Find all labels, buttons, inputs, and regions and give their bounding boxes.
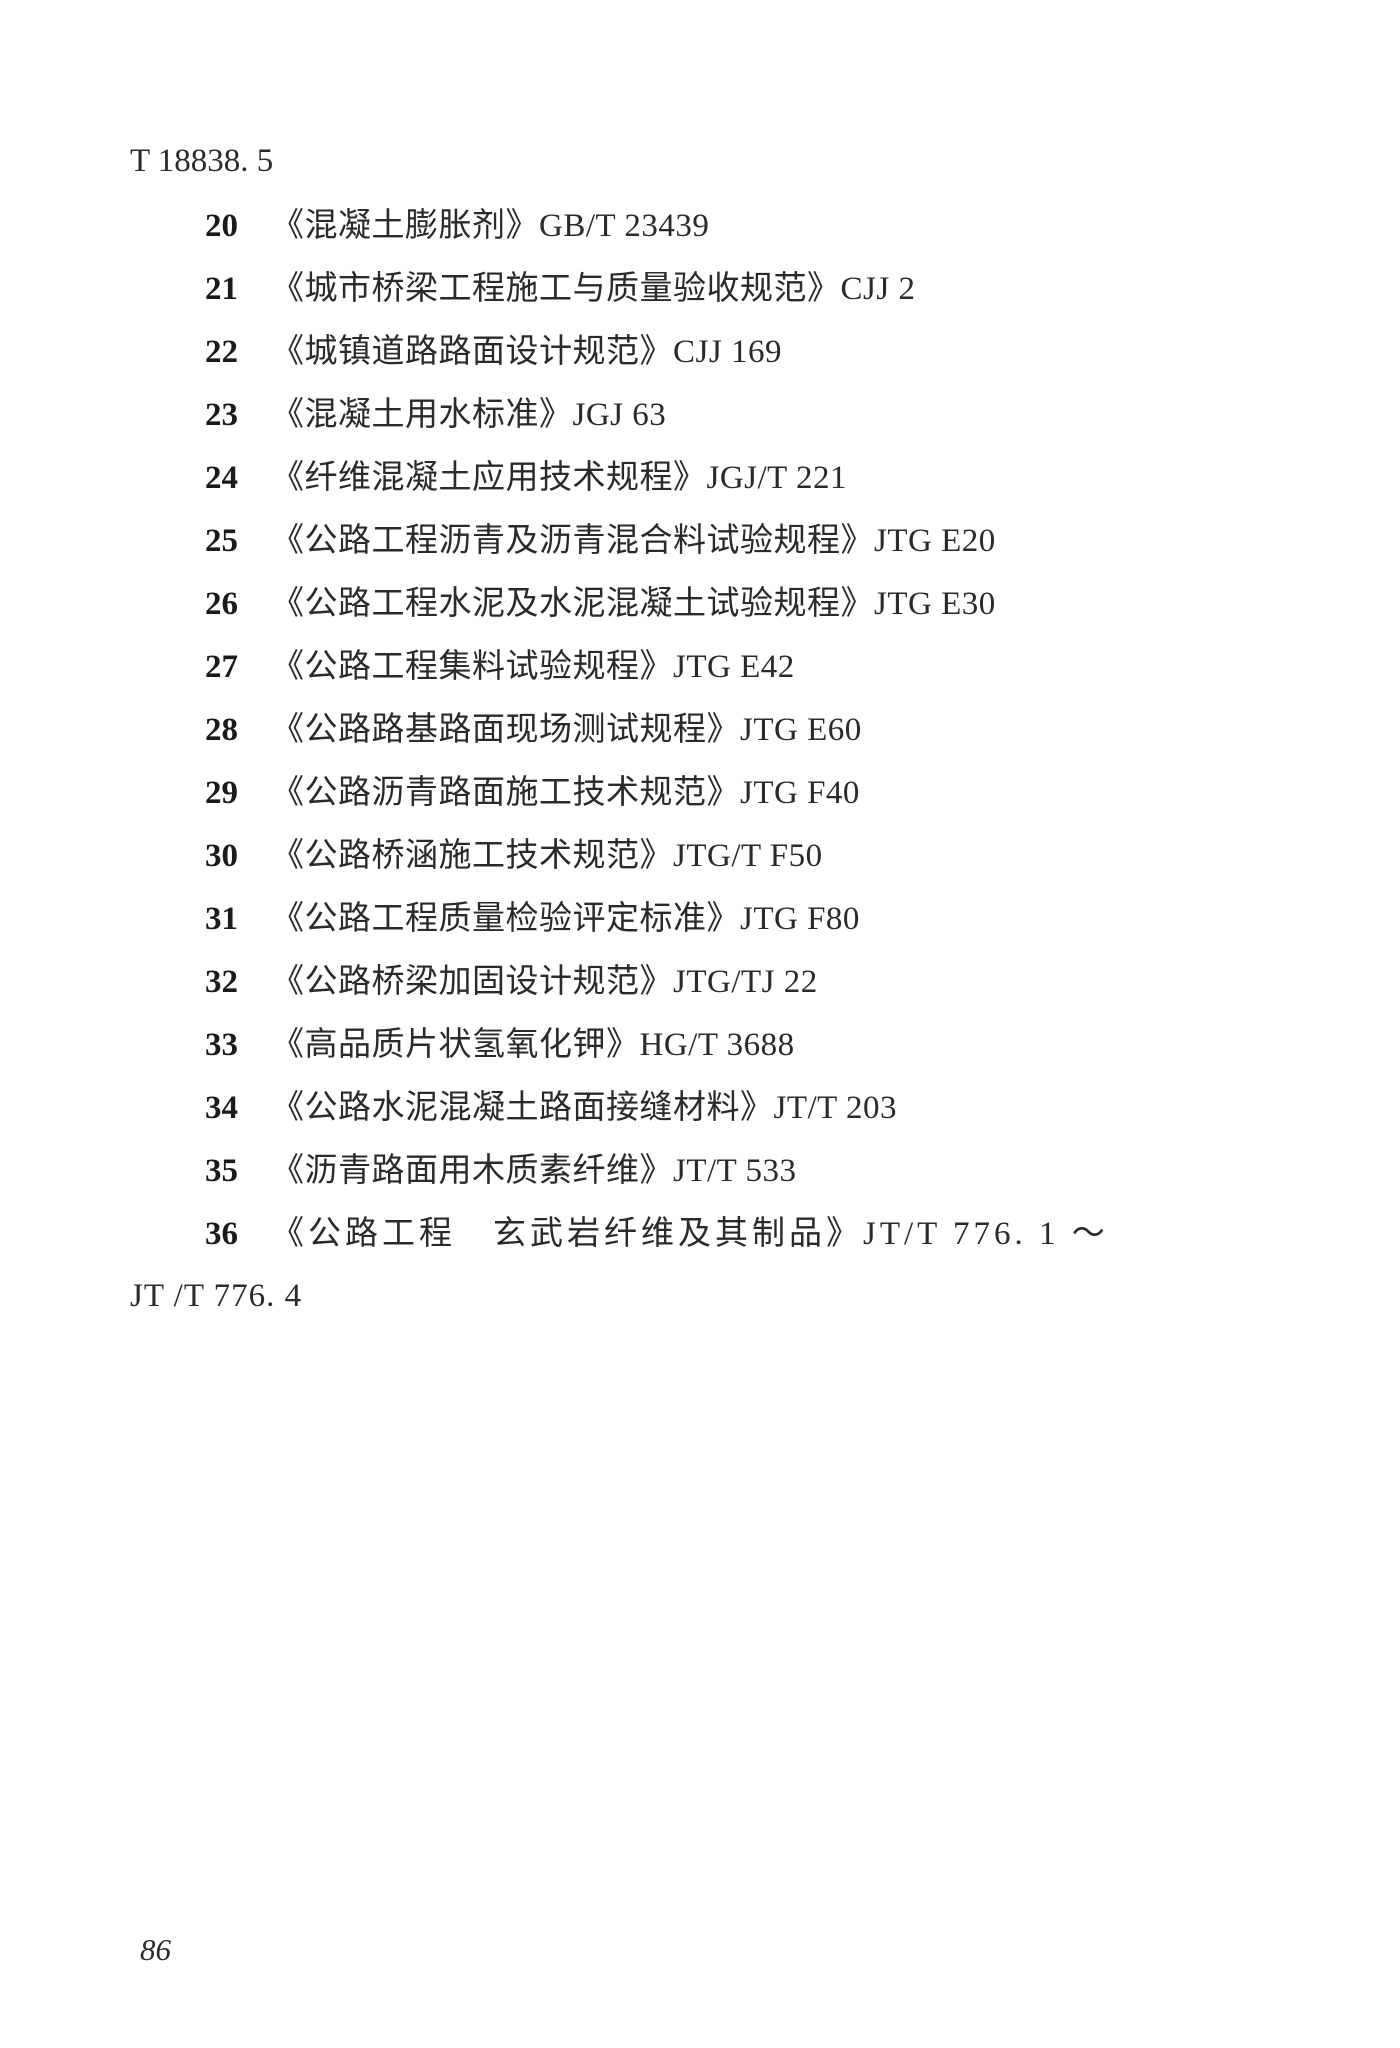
item-text: 《公路沥青路面施工技术规范》JTG F40 bbox=[271, 762, 860, 824]
item-number: 31 bbox=[205, 888, 253, 950]
item-number: 32 bbox=[205, 951, 253, 1013]
item-text: 《公路桥涵施工技术规范》JTG/T F50 bbox=[271, 825, 823, 887]
item-number: 28 bbox=[205, 699, 253, 761]
item-text: 《公路工程质量检验评定标准》JTG F80 bbox=[271, 888, 860, 950]
standards-list: 20 《混凝土膨胀剂》GB/T 23439 21 《城市桥梁工程施工与质量验收规… bbox=[130, 195, 1270, 1203]
list-item: 23 《混凝土用水标准》JGJ 63 bbox=[205, 384, 1270, 446]
item-number: 34 bbox=[205, 1077, 253, 1139]
item-36-line2: JT /T 776. 4 bbox=[130, 1265, 1270, 1327]
list-item: 35 《沥青路面用木质素纤维》JT/T 533 bbox=[205, 1140, 1270, 1202]
item-text: 《公路工程集料试验规程》JTG E42 bbox=[271, 636, 795, 698]
list-item-multiline: 36 《公路工程 玄武岩纤维及其制品》JT/T 776. 1 ～ JT /T 7… bbox=[130, 1203, 1270, 1327]
list-item: 22 《城镇道路路面设计规范》CJJ 169 bbox=[205, 321, 1270, 383]
item-number: 20 bbox=[205, 195, 253, 257]
item-text: 《公路桥梁加固设计规范》JTG/TJ 22 bbox=[271, 951, 818, 1013]
list-item: 20 《混凝土膨胀剂》GB/T 23439 bbox=[205, 195, 1270, 257]
list-item: 31 《公路工程质量检验评定标准》JTG F80 bbox=[205, 888, 1270, 950]
item-text: 《公路工程水泥及水泥混凝土试验规程》JTG E30 bbox=[271, 573, 996, 635]
list-item: 33 《高品质片状氢氧化钾》HG/T 3688 bbox=[205, 1014, 1270, 1076]
item-text: 《公路路基路面现场测试规程》JTG E60 bbox=[271, 699, 862, 761]
list-item: 30 《公路桥涵施工技术规范》JTG/T F50 bbox=[205, 825, 1270, 887]
page-number: 86 bbox=[140, 1932, 171, 1968]
item-number: 35 bbox=[205, 1140, 253, 1202]
continuation-text: T 18838. 5 bbox=[130, 130, 1270, 193]
item-number: 27 bbox=[205, 636, 253, 698]
item-text: 《纤维混凝土应用技术规程》JGJ/T 221 bbox=[271, 447, 847, 509]
list-item: 27 《公路工程集料试验规程》JTG E42 bbox=[205, 636, 1270, 698]
item-text: 《公路水泥混凝土路面接缝材料》JT/T 203 bbox=[271, 1077, 897, 1139]
item-number: 24 bbox=[205, 447, 253, 509]
list-item: 32 《公路桥梁加固设计规范》JTG/TJ 22 bbox=[205, 951, 1270, 1013]
item-number: 36 bbox=[205, 1203, 253, 1265]
list-item: 21 《城市桥梁工程施工与质量验收规范》CJJ 2 bbox=[205, 258, 1270, 320]
item-text: 《公路工程 玄武岩纤维及其制品》JT/T 776. 1 ～ bbox=[271, 1203, 1109, 1265]
item-text: 《城镇道路路面设计规范》CJJ 169 bbox=[271, 321, 782, 383]
page-container: T 18838. 5 20 《混凝土膨胀剂》GB/T 23439 21 《城市桥… bbox=[0, 0, 1400, 1327]
list-item: 24 《纤维混凝土应用技术规程》JGJ/T 221 bbox=[205, 447, 1270, 509]
list-item: 29 《公路沥青路面施工技术规范》JTG F40 bbox=[205, 762, 1270, 824]
item-text: 《公路工程沥青及沥青混合料试验规程》JTG E20 bbox=[271, 510, 996, 572]
item-number: 22 bbox=[205, 321, 253, 383]
list-item: 34 《公路水泥混凝土路面接缝材料》JT/T 203 bbox=[205, 1077, 1270, 1139]
item-text: 《城市桥梁工程施工与质量验收规范》CJJ 2 bbox=[271, 258, 915, 320]
item-text: 《混凝土用水标准》JGJ 63 bbox=[271, 384, 666, 446]
item-36-line1: 36 《公路工程 玄武岩纤维及其制品》JT/T 776. 1 ～ bbox=[130, 1203, 1270, 1265]
item-text: 《混凝土膨胀剂》GB/T 23439 bbox=[271, 195, 709, 257]
list-item: 26 《公路工程水泥及水泥混凝土试验规程》JTG E30 bbox=[205, 573, 1270, 635]
item-number: 33 bbox=[205, 1014, 253, 1076]
item-number: 23 bbox=[205, 384, 253, 446]
item-text: 《沥青路面用木质素纤维》JT/T 533 bbox=[271, 1140, 796, 1202]
item-number: 21 bbox=[205, 258, 253, 320]
item-number: 30 bbox=[205, 825, 253, 887]
item-number: 29 bbox=[205, 762, 253, 824]
item-number: 26 bbox=[205, 573, 253, 635]
list-item: 28 《公路路基路面现场测试规程》JTG E60 bbox=[205, 699, 1270, 761]
list-item: 25 《公路工程沥青及沥青混合料试验规程》JTG E20 bbox=[205, 510, 1270, 572]
item-text: 《高品质片状氢氧化钾》HG/T 3688 bbox=[271, 1014, 795, 1076]
item-number: 25 bbox=[205, 510, 253, 572]
